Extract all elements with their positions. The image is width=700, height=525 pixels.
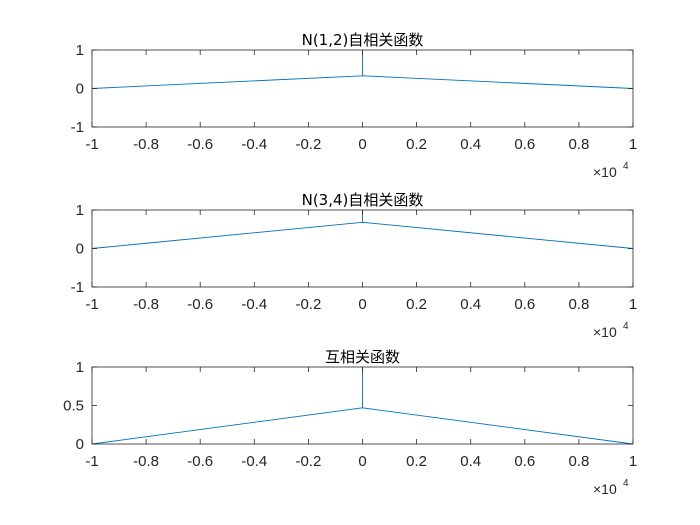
y-tick-label: -1: [71, 119, 84, 136]
x-tick-label: 0.8: [568, 296, 589, 313]
x-tick-label: -0.4: [241, 453, 267, 470]
x-tick-label: -0.6: [187, 453, 213, 470]
x-tick-label: -1: [85, 136, 98, 153]
x-tick-label: -0.2: [295, 136, 321, 153]
x-tick-label: 0.2: [406, 136, 427, 153]
x-tick-label: 0.6: [514, 136, 535, 153]
x-tick-label: -1: [85, 296, 98, 313]
x-tick-label: -0.8: [133, 453, 159, 470]
x-tick-label: 0: [358, 296, 366, 313]
series-line-1: [91, 209, 634, 249]
x-tick-label: 0.4: [460, 296, 481, 313]
x-tick-label: -0.2: [295, 453, 321, 470]
x-tick-label: -0.8: [133, 296, 159, 313]
x-tick-label: 0.2: [406, 453, 427, 470]
y-tick-label: 0: [76, 241, 84, 258]
series-line-1: [91, 49, 634, 89]
x-tick-label: 0.4: [460, 136, 481, 153]
subplot-title: 互相关函数: [325, 348, 400, 366]
x-exponent-power: 4: [623, 161, 629, 172]
x-tick-label: 0: [358, 136, 366, 153]
y-tick-label: 0: [76, 436, 84, 453]
x-tick-label: -0.4: [241, 136, 267, 153]
x-tick-label: -0.6: [187, 296, 213, 313]
x-exponent-label: ×10: [593, 324, 617, 340]
x-exponent-power: 4: [623, 478, 629, 489]
x-tick-label: 0.8: [568, 136, 589, 153]
x-exponent-label: ×10: [593, 164, 617, 180]
plot-area: [92, 210, 633, 287]
x-tick-label: 0: [358, 453, 366, 470]
x-tick-label: -0.8: [133, 136, 159, 153]
x-tick-label: -0.2: [295, 296, 321, 313]
x-tick-label: 1: [629, 136, 637, 153]
x-tick-label: 0.6: [514, 453, 535, 470]
x-exponent-label: ×10: [593, 481, 617, 497]
subplot-3: -1 -0.8 -0.6 -0.4 -0.2 0 0.2 0.4 0.6 0.8 1 0 0.5 1 互相关…: [63, 348, 637, 497]
x-tick-label: 0.6: [514, 296, 535, 313]
x-tick-label: -0.4: [241, 296, 267, 313]
x-tick-label: 0.2: [406, 296, 427, 313]
subplot-title: N(1,2)自相关函数: [302, 31, 424, 49]
y-tick-label: 1: [76, 359, 84, 376]
x-tick-label: 0.4: [460, 453, 481, 470]
x-exponent-power: 4: [623, 321, 629, 332]
subplot-title: N(3,4)自相关函数: [302, 191, 424, 209]
y-tick-label: -1: [71, 279, 84, 296]
y-tick-label: 0.5: [63, 398, 84, 415]
x-tick-label: 1: [629, 453, 637, 470]
subplot-2: -1 -0.8 -0.6 -0.4 -0.2 0 0.2 0.4 0.6 0.8 1 -1 0 1 N(3,…: [71, 191, 638, 340]
x-tick-label: 0.8: [568, 453, 589, 470]
x-tick-label: 1: [629, 296, 637, 313]
subplot-1: -1 -0.8 -0.6 -0.4 -0.2 0 0.2 0.4 0.6 0.8 1 -1 0 1 N(1,…: [71, 31, 638, 180]
x-tick-label: -0.6: [187, 136, 213, 153]
y-tick-label: 1: [76, 202, 84, 219]
y-tick-label: 1: [76, 42, 84, 59]
y-tick-label: 0: [76, 81, 84, 98]
series-line-1: [91, 366, 634, 445]
x-tick-label: -1: [85, 453, 98, 470]
